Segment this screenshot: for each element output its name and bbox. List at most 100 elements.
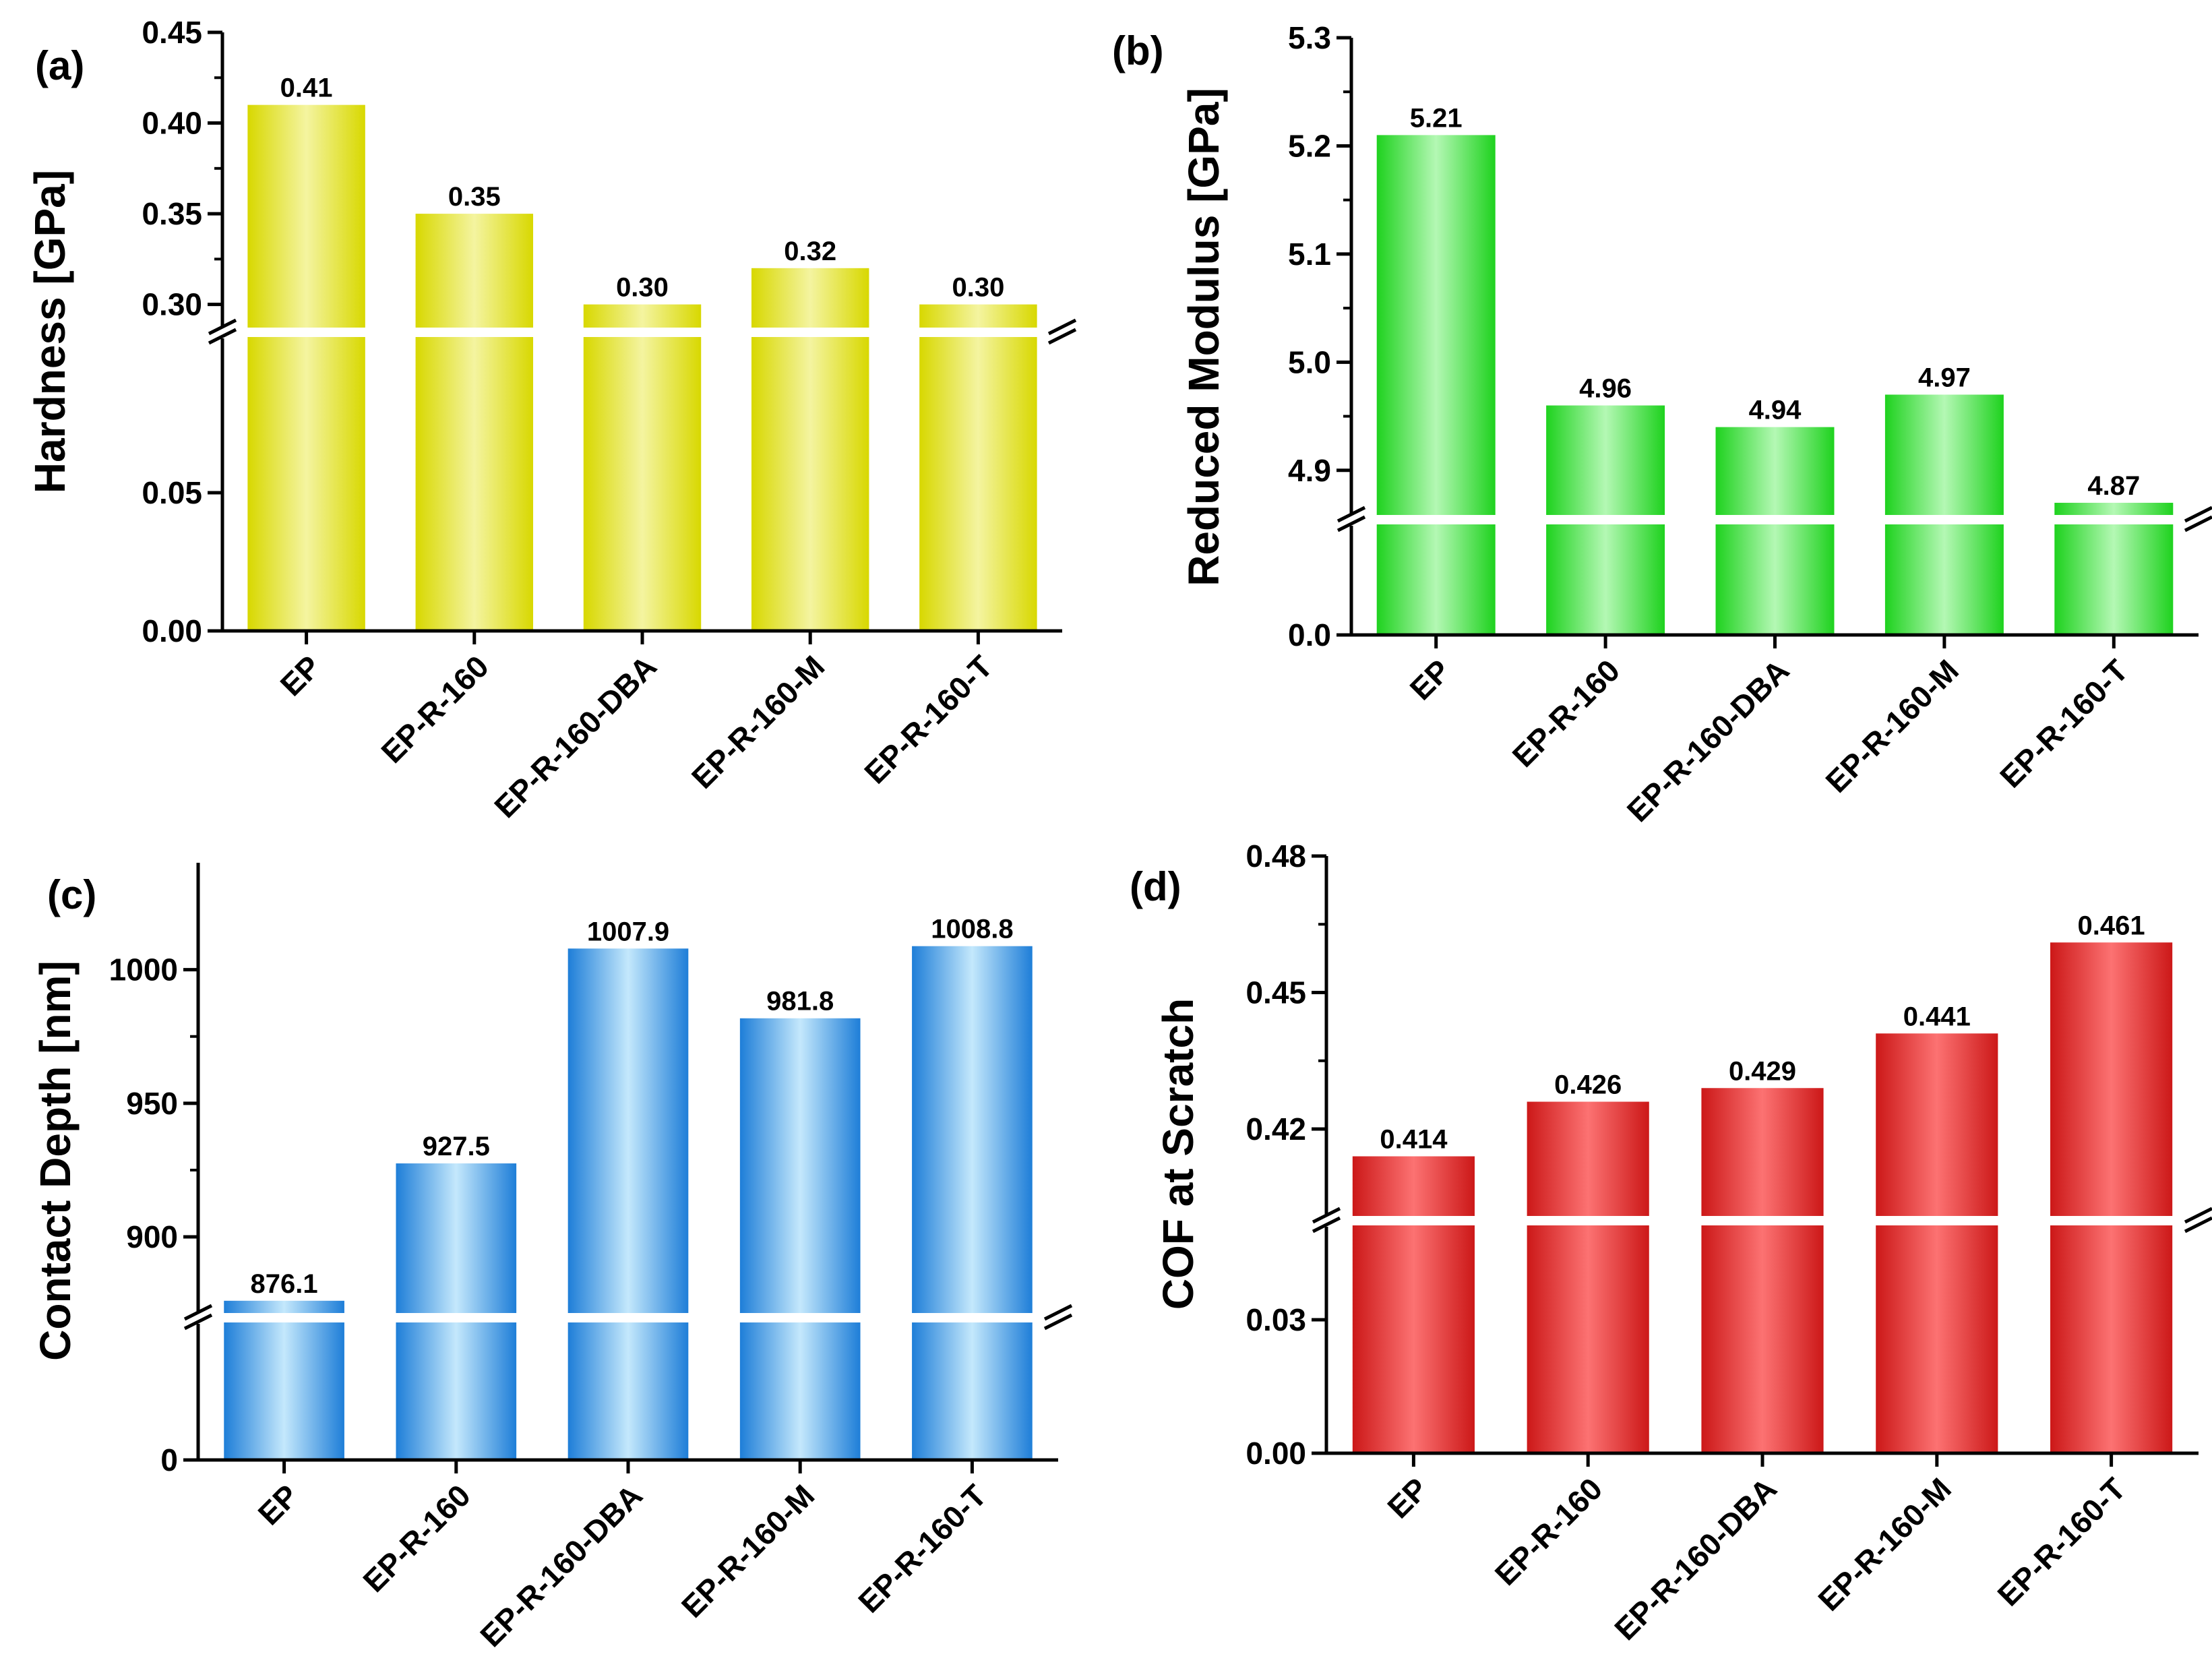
value-label-a-0: 0.41 [280, 73, 333, 103]
y-tick-label-c-upper-2: 1000 [109, 952, 178, 987]
break-mark-a-1-0 [1047, 318, 1077, 336]
value-label-c-2: 1007.9 [587, 917, 669, 946]
chart-panel-a: 0.41 0.35 0.30 0.32 0.30 0.00 0.05 0.30 0.35 0.40… [26, 15, 1077, 824]
bar-b-4 [2054, 502, 2174, 635]
value-label-b-4: 4.87 [2087, 471, 2140, 501]
y-tick-label-a-lower-1: 0.05 [142, 475, 202, 510]
y-tick-label-d-lower-1: 0.03 [1246, 1302, 1306, 1337]
value-label-c-4: 1008.8 [931, 915, 1013, 944]
x-tick-label-b-3: EP-R-160-M [1818, 652, 1965, 799]
panel-label-a: (a) [35, 43, 84, 88]
break-mark-d-0-0 [1312, 1207, 1341, 1224]
break-mark-c-0-1 [183, 1313, 213, 1331]
chart-panel-d: 0.414 0.426 0.429 0.441 0.461 0.00 0.03 0.42 0.4… [1130, 838, 2212, 1647]
bar-d-1 [1527, 1101, 1649, 1453]
x-tick-label-d-0: EP [1380, 1471, 1434, 1525]
value-label-d-3: 0.441 [1903, 1002, 1971, 1031]
y-tick-label-c-upper-0: 900 [126, 1219, 178, 1254]
value-label-a-1: 0.35 [448, 182, 501, 212]
x-tick-label-a-3: EP-R-160-M [685, 648, 832, 795]
break-mark-c-1-0 [1043, 1304, 1073, 1321]
break-mark-d-1-1 [2184, 1216, 2212, 1233]
bar-a-3 [751, 268, 869, 631]
value-label-a-2: 0.30 [616, 273, 669, 303]
break-mark-b-0-1 [1337, 515, 1366, 532]
chart-panel-b: 5.21 4.96 4.94 4.97 4.87 0.0 4.9 5.0 5.1 5.2 5.3 EP… [1112, 20, 2212, 828]
x-tick-label-b-2: EP-R-160-DBA [1620, 652, 1796, 828]
value-label-d-1: 0.426 [1554, 1070, 1622, 1100]
bar-c-1 [396, 1163, 517, 1460]
value-label-b-0: 5.21 [1410, 103, 1463, 133]
x-tick-label-d-3: EP-R-160-M [1811, 1471, 1958, 1618]
value-label-d-4: 0.461 [2078, 911, 2145, 940]
x-tick-label-d-1: EP-R-160 [1488, 1471, 1609, 1592]
value-label-b-1: 4.96 [1579, 374, 1632, 404]
break-mark-b-1-0 [2184, 506, 2212, 523]
y-tick-label-b-upper-2: 5.1 [1288, 237, 1331, 272]
bar-b-2 [1715, 427, 1835, 635]
bar-b-0 [1376, 135, 1496, 636]
bar-c-3 [739, 1018, 861, 1460]
y-tick-label-d-upper-1: 0.45 [1246, 975, 1306, 1010]
y-tick-label-b-upper-1: 5.0 [1288, 344, 1331, 379]
value-label-a-4: 0.30 [952, 273, 1004, 303]
break-mark-d-0-1 [1312, 1216, 1341, 1233]
bar-a-1 [415, 214, 534, 631]
x-tick-label-a-1: EP-R-160 [374, 648, 495, 770]
bar-b-3 [1884, 394, 2004, 635]
y-axis-title-c: Contact Depth [nm] [31, 961, 80, 1361]
axis-break-band-c [201, 1313, 1055, 1322]
break-mark-c-1-1 [1043, 1313, 1073, 1331]
y-tick-label-a-upper-1: 0.35 [142, 196, 202, 231]
break-mark-a-0-0 [208, 318, 237, 336]
value-label-b-3: 4.97 [1918, 363, 1971, 392]
x-tick-label-a-0: EP [274, 648, 328, 702]
y-tick-label-d-lower-0: 0.00 [1246, 1436, 1306, 1471]
y-tick-label-c-lower-0: 0 [160, 1442, 178, 1477]
axis-break-band-b [1354, 515, 2196, 524]
bar-a-2 [583, 304, 702, 631]
x-tick-label-c-2: EP-R-160-DBA [473, 1477, 649, 1653]
x-tick-label-c-4: EP-R-160-T [851, 1477, 993, 1619]
x-tick-label-b-1: EP-R-160 [1506, 652, 1627, 774]
value-label-c-1: 927.5 [423, 1132, 490, 1161]
break-mark-b-1-1 [2184, 515, 2212, 532]
axis-break-band-d [1329, 1216, 2196, 1225]
bar-d-3 [1876, 1033, 1998, 1453]
x-tick-label-c-3: EP-R-160-M [675, 1477, 822, 1624]
x-tick-label-b-0: EP [1403, 652, 1457, 706]
y-tick-label-a-upper-3: 0.45 [142, 15, 202, 50]
value-label-d-0: 0.414 [1380, 1125, 1448, 1155]
panel-label-c: (c) [47, 872, 96, 917]
bar-d-4 [2050, 942, 2173, 1453]
value-label-a-3: 0.32 [784, 237, 836, 266]
y-tick-label-d-upper-0: 0.42 [1246, 1111, 1306, 1147]
y-axis-title-b: Reduced Modulus [GPa] [1179, 88, 1228, 586]
value-label-d-2: 0.429 [1729, 1056, 1796, 1086]
bar-d-0 [1352, 1156, 1475, 1453]
y-tick-label-b-upper-4: 5.3 [1288, 20, 1331, 55]
chart-panel-c: 876.1 927.5 1007.9 981.8 1008.8 0 900 950 1000 EP… [31, 863, 1073, 1653]
bar-a-0 [247, 104, 365, 632]
panel-label-b: (b) [1112, 28, 1164, 73]
bar-a-4 [919, 304, 1037, 631]
y-tick-label-a-lower-0: 0.00 [142, 613, 202, 648]
value-label-c-0: 876.1 [251, 1269, 318, 1299]
break-mark-b-0-0 [1337, 506, 1366, 523]
y-tick-label-c-upper-1: 950 [126, 1086, 178, 1121]
x-tick-label-b-4: EP-R-160-T [1993, 652, 2134, 794]
axis-break-band-a [225, 328, 1059, 337]
y-axis-title-a: Hardness [GPa] [26, 170, 74, 493]
x-tick-label-d-4: EP-R-160-T [1990, 1471, 2132, 1612]
break-mark-a-1-1 [1047, 328, 1077, 345]
x-tick-label-c-0: EP [251, 1477, 305, 1531]
break-mark-d-1-0 [2184, 1207, 2212, 1224]
y-tick-label-a-upper-2: 0.40 [142, 106, 202, 141]
value-label-b-2: 4.94 [1749, 396, 1802, 425]
y-tick-label-b-upper-0: 4.9 [1288, 453, 1331, 488]
bar-c-0 [224, 1300, 344, 1460]
x-tick-label-a-2: EP-R-160-DBA [487, 648, 663, 824]
bar-c-4 [912, 946, 1033, 1460]
x-tick-label-a-4: EP-R-160-T [857, 648, 999, 790]
